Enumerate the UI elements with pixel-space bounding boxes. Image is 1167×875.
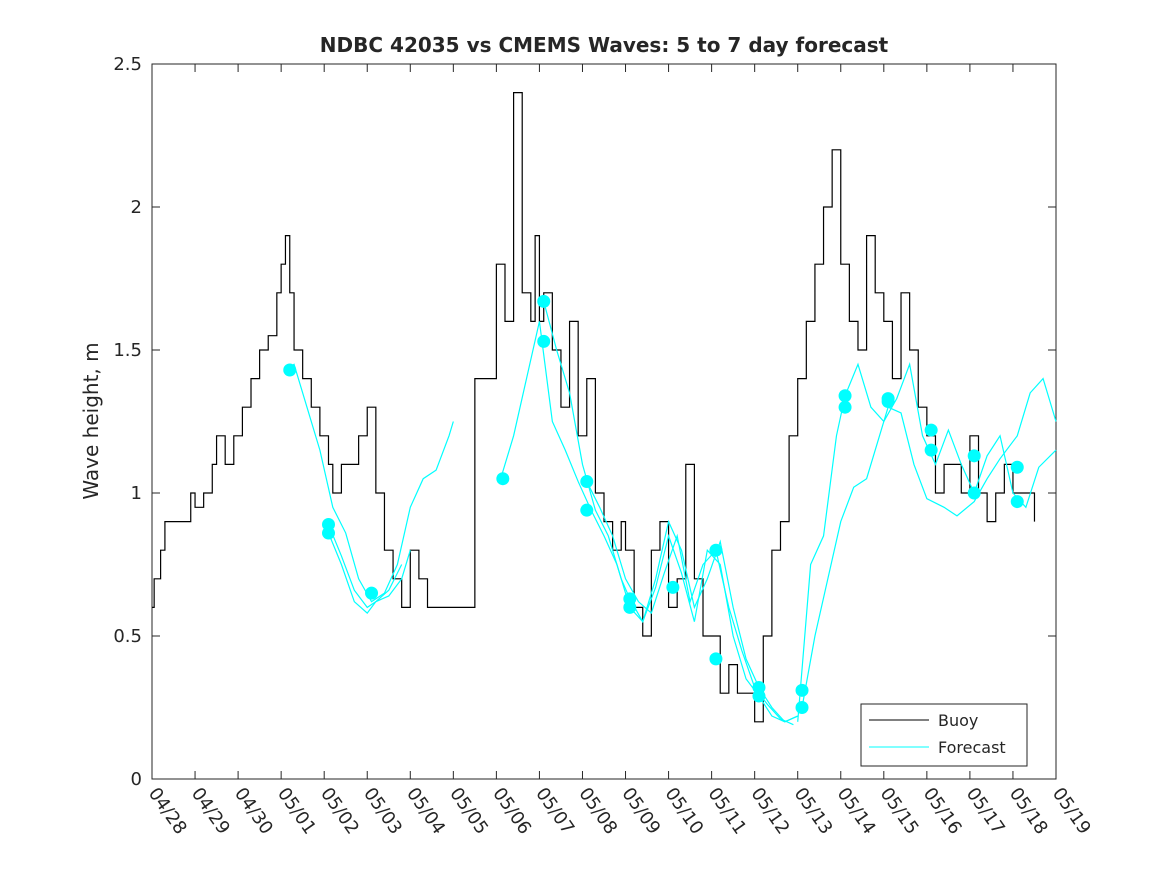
forecast-point bbox=[1010, 495, 1024, 509]
y-tick-label: 2 bbox=[131, 197, 142, 218]
forecast-point bbox=[838, 400, 852, 414]
forecast-point bbox=[795, 683, 809, 697]
x-tick-label: 05/02 bbox=[316, 784, 363, 839]
forecast-point bbox=[967, 449, 981, 463]
x-tick-label: 04/28 bbox=[144, 784, 191, 839]
chart-title: NDBC 42035 vs CMEMS Waves: 5 to 7 day fo… bbox=[320, 33, 889, 57]
forecast-line bbox=[500, 321, 798, 723]
y-tick-label: 1.5 bbox=[113, 340, 142, 361]
legend-buoy-label: Buoy bbox=[938, 711, 978, 730]
forecast-point bbox=[967, 486, 981, 500]
forecast-point bbox=[709, 543, 723, 557]
x-tick-label: 05/18 bbox=[1005, 784, 1052, 839]
x-tick-label: 05/15 bbox=[876, 784, 923, 839]
forecast-point bbox=[838, 389, 852, 403]
data-series bbox=[152, 92, 1057, 726]
x-tick-label: 05/04 bbox=[402, 784, 449, 839]
forecast-point bbox=[365, 586, 379, 600]
x-tick-label: 05/13 bbox=[790, 784, 837, 839]
buoy-line bbox=[152, 92, 1036, 723]
forecast-point bbox=[709, 652, 723, 666]
x-tick-label: 05/05 bbox=[445, 784, 492, 839]
forecast-point bbox=[924, 443, 938, 457]
legend-forecast-label: Forecast bbox=[938, 738, 1006, 757]
forecast-line bbox=[285, 363, 454, 603]
x-tick-label: 05/09 bbox=[617, 784, 664, 839]
forecast-point bbox=[924, 423, 938, 437]
forecast-line bbox=[327, 524, 411, 609]
y-tick-label: 0 bbox=[131, 769, 142, 790]
forecast-point bbox=[283, 363, 297, 377]
x-tick-label: 04/30 bbox=[230, 784, 277, 839]
x-tick-label: 05/14 bbox=[833, 784, 880, 839]
y-axis-label: Wave height, m bbox=[79, 342, 103, 499]
forecast-point bbox=[1010, 460, 1024, 474]
x-tick-label: 05/11 bbox=[704, 784, 751, 839]
x-tick-label: 05/19 bbox=[1048, 784, 1095, 839]
forecast-point bbox=[580, 475, 594, 489]
forecast-line bbox=[327, 532, 403, 615]
x-tick-label: 04/29 bbox=[187, 784, 234, 839]
forecast-point bbox=[580, 503, 594, 517]
forecast-point bbox=[666, 580, 680, 594]
forecast-point bbox=[623, 600, 637, 614]
forecast-point bbox=[537, 294, 551, 308]
y-tick-label: 0.5 bbox=[113, 626, 142, 647]
forecast-markers bbox=[283, 294, 1024, 714]
legend: Buoy Forecast bbox=[860, 703, 1028, 767]
forecast-line bbox=[801, 377, 1057, 708]
x-tick-label: 05/17 bbox=[962, 784, 1009, 839]
forecast-point bbox=[881, 394, 895, 408]
y-ticks: 0 0.5 1 1.5 2 2.5 bbox=[113, 54, 1056, 790]
y-tick-label: 1 bbox=[131, 483, 142, 504]
x-tick-label: 05/07 bbox=[531, 784, 578, 839]
forecast-point bbox=[321, 526, 335, 540]
x-tick-label: 05/16 bbox=[919, 784, 966, 839]
x-tick-label: 05/03 bbox=[359, 784, 406, 839]
forecast-point bbox=[752, 689, 766, 703]
forecast-point bbox=[537, 334, 551, 348]
legend-box bbox=[860, 703, 1028, 767]
x-tick-label: 05/12 bbox=[747, 784, 794, 839]
x-tick-label: 05/06 bbox=[488, 784, 535, 839]
x-tick-label: 05/10 bbox=[660, 784, 707, 839]
x-tick-label: 05/01 bbox=[273, 784, 320, 839]
forecast-point bbox=[795, 701, 809, 714]
forecast-point bbox=[496, 472, 510, 486]
x-tick-label: 05/08 bbox=[574, 784, 621, 839]
y-tick-label: 2.5 bbox=[113, 54, 142, 75]
forecast-line bbox=[797, 362, 1057, 722]
